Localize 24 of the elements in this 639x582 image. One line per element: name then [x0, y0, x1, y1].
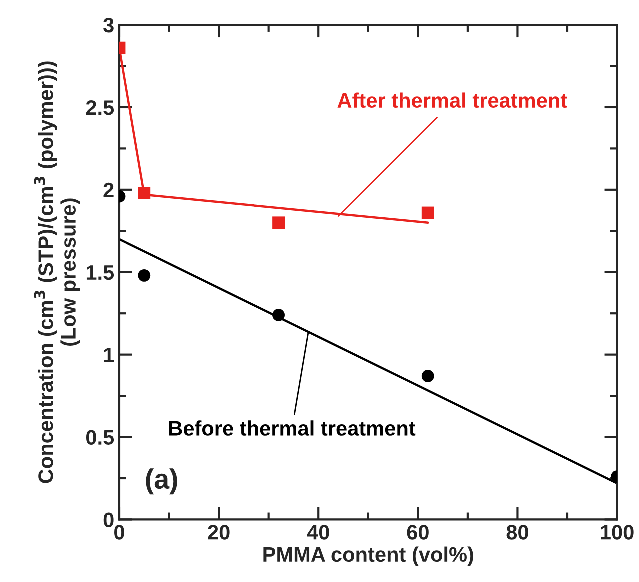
x-tick-label: 0 — [114, 525, 124, 540]
x-tick-label: 80 — [506, 525, 528, 540]
annotation: (a) — [146, 468, 178, 495]
point — [272, 309, 285, 322]
point — [138, 187, 151, 200]
x-tick-label: 60 — [407, 525, 429, 540]
annotation: After thermal treatment — [338, 92, 568, 108]
point — [422, 370, 434, 382]
annotation: Before thermal treatment — [170, 420, 416, 436]
text: Concentration (cm$^{3}$ (STP)/(cm$^{3}$ (polymer))) (Low pressure) — [34, 62, 80, 484]
point — [138, 269, 151, 282]
point — [422, 206, 434, 220]
x-tick-label: 100 — [601, 525, 634, 540]
y-tick-label: 1 — [104, 348, 114, 362]
x-tick-label: 20 — [208, 525, 230, 540]
x-axis-title: PMMA content (vol%) — [264, 546, 474, 566]
y-tick-label: 0.5 — [86, 430, 114, 446]
y-tick-label: 2.5 — [86, 100, 114, 116]
y-tick-label: 3 — [104, 18, 114, 33]
x-tick-label: 40 — [307, 525, 330, 540]
point — [272, 216, 285, 230]
y-tick-label: 2 — [104, 182, 114, 198]
y-tick-label: 1.5 — [86, 266, 114, 280]
y-tick-label: 0 — [104, 512, 114, 528]
